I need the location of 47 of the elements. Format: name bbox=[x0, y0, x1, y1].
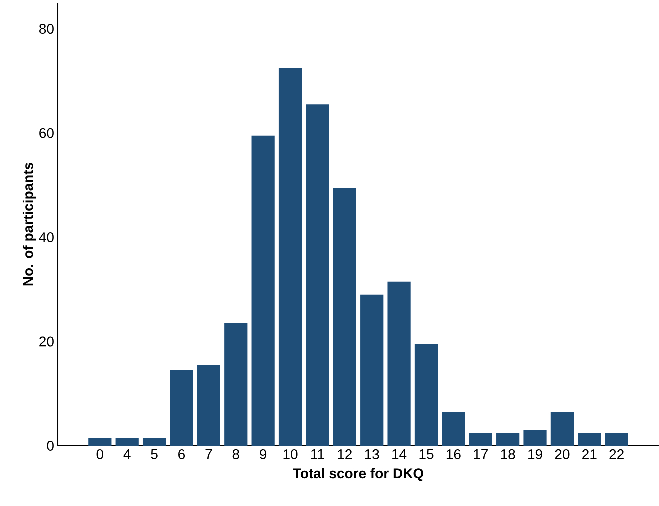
x-tick-label: 16 bbox=[446, 450, 461, 460]
bar bbox=[142, 438, 166, 446]
x-axis-title: Total score for DKQ bbox=[293, 468, 424, 482]
bar bbox=[524, 430, 547, 446]
x-tick-label: 13 bbox=[365, 450, 380, 460]
y-tick-label: 60 bbox=[40, 128, 54, 138]
y-tick-label: 40 bbox=[39, 232, 54, 242]
x-tick-label: 19 bbox=[528, 450, 542, 460]
x-tick-label: 15 bbox=[420, 450, 434, 460]
x-tick-label: 7 bbox=[206, 450, 212, 460]
x-tick-label: 17 bbox=[474, 450, 488, 460]
bar bbox=[550, 412, 574, 446]
x-tick-label: 4 bbox=[124, 450, 131, 460]
x-tick-label: 20 bbox=[555, 450, 570, 460]
y-axis-title: No. of participants bbox=[22, 162, 36, 286]
bar bbox=[197, 365, 220, 446]
x-tick-label: 11 bbox=[312, 450, 324, 460]
x-tick-label: 10 bbox=[284, 450, 298, 460]
bar bbox=[469, 432, 492, 446]
bar bbox=[360, 294, 384, 446]
bar bbox=[578, 432, 602, 446]
bar bbox=[388, 282, 411, 446]
bar bbox=[442, 412, 466, 446]
bar bbox=[224, 324, 248, 446]
y-tick-label: 0 bbox=[47, 441, 54, 451]
x-tick-label: 21 bbox=[582, 450, 597, 460]
bar bbox=[605, 432, 628, 446]
bar bbox=[278, 68, 302, 446]
bar bbox=[116, 438, 139, 446]
x-tick-label: 22 bbox=[610, 450, 624, 460]
x-tick-label: 6 bbox=[178, 450, 186, 460]
bar bbox=[252, 136, 275, 446]
x-tick-label: 18 bbox=[501, 450, 516, 460]
x-tick-label: 12 bbox=[338, 450, 352, 460]
y-tick-label: 20 bbox=[40, 336, 54, 347]
bar bbox=[170, 370, 194, 446]
bar bbox=[306, 104, 330, 446]
bar bbox=[496, 432, 520, 446]
x-tick-label: 5 bbox=[151, 450, 158, 460]
x-tick-label: 0 bbox=[96, 450, 104, 460]
x-tick-label: 14 bbox=[392, 450, 407, 460]
bar bbox=[414, 344, 438, 446]
bar bbox=[88, 438, 112, 446]
x-tick-label: 9 bbox=[260, 450, 267, 460]
y-tick-label: 80 bbox=[40, 24, 54, 34]
bar bbox=[333, 188, 356, 446]
x-tick-label: 8 bbox=[232, 450, 240, 460]
